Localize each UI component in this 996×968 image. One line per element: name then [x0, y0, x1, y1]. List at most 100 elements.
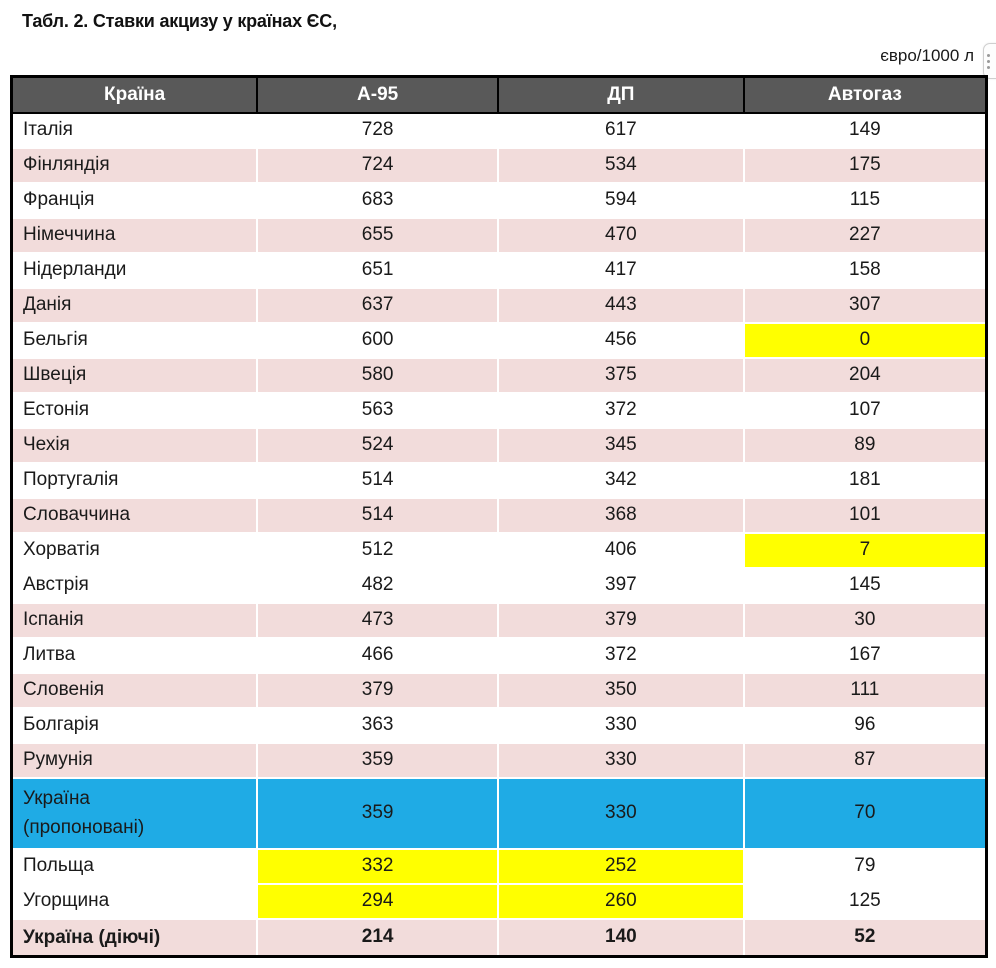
a95-value-cell: 563: [257, 391, 499, 428]
a95-value-cell: 683: [257, 181, 499, 218]
table-row: Угорщина 294 260 125: [11, 882, 987, 919]
dp-value-cell: 345: [497, 426, 745, 463]
a95-value-cell: 359: [257, 776, 499, 849]
autogaz-value-cell: 158: [743, 251, 987, 288]
table-row: Іспанія 473 379 30: [11, 601, 987, 638]
autogaz-value-cell: 125: [743, 882, 987, 919]
country-cell: Іспанія: [11, 601, 259, 638]
a95-value-cell: 600: [257, 321, 499, 358]
dp-value-cell: 330: [497, 706, 745, 743]
country-cell: Франція: [11, 181, 259, 218]
country-cell: Хорватія: [11, 531, 259, 568]
a95-value-cell: 294: [257, 882, 499, 919]
autogaz-value-cell: 30: [743, 601, 987, 638]
autogaz-value-cell: 115: [743, 181, 987, 218]
autogaz-value-cell: 52: [743, 917, 987, 957]
unit-label: євро/1000 л: [880, 46, 974, 65]
dp-value-cell: 350: [497, 671, 745, 708]
country-cell: Італія: [11, 111, 259, 148]
country-cell: Польща: [11, 847, 259, 884]
country-cell: Австрія: [11, 566, 259, 603]
autogaz-value-cell: 149: [743, 111, 987, 148]
table-row: Естонія 563 372 107: [11, 391, 987, 428]
country-cell: Нідерланди: [11, 251, 259, 288]
a95-value-cell: 651: [257, 251, 499, 288]
country-cell: Фінляндія: [11, 146, 259, 183]
country-cell: Швеція: [11, 356, 259, 393]
table-header-row: Країна А-95 ДП Автогаз: [10, 75, 988, 114]
dp-value-cell: 252: [497, 847, 745, 884]
country-cell: Угорщина: [11, 882, 259, 919]
autogaz-value-cell: 87: [743, 741, 987, 778]
excise-table: Країна А-95 ДП Автогаз Італія 728 617 149 Фінля…: [10, 75, 988, 958]
dp-value-cell: 375: [497, 356, 745, 393]
table-row: Португалія 514 342 181: [11, 461, 987, 498]
table-body: Італія 728 617 149 Фінляндія 724 534 175 Франція…: [11, 111, 987, 957]
a95-value-cell: 359: [257, 741, 499, 778]
country-cell: Данія: [11, 286, 259, 323]
a95-value-cell: 482: [257, 566, 499, 603]
table-row: Швеція 580 375 204: [11, 356, 987, 393]
table-row: Франція 683 594 115: [11, 181, 987, 218]
dp-value-cell: 330: [497, 776, 745, 849]
country-cell: Німеччина: [11, 216, 259, 253]
country-cell: Болгарія: [11, 706, 259, 743]
dp-value-cell: 372: [497, 636, 745, 673]
table-row: Словенія 379 350 111: [11, 671, 987, 708]
table-row: Данія 637 443 307: [11, 286, 987, 323]
autogaz-value-cell: 145: [743, 566, 987, 603]
a95-value-cell: 728: [257, 111, 499, 148]
country-cell: Чехія: [11, 426, 259, 463]
table-row: Хорватія 512 406 7: [11, 531, 987, 568]
column-header-a95: А-95: [256, 75, 499, 114]
dp-value-cell: 140: [497, 917, 745, 957]
dp-value-cell: 456: [497, 321, 745, 358]
edge-more-button[interactable]: [983, 43, 996, 79]
more-dots-icon: [987, 53, 990, 69]
autogaz-value-cell: 204: [743, 356, 987, 393]
table-row: Чехія 524 345 89: [11, 426, 987, 463]
dp-value-cell: 368: [497, 496, 745, 533]
dp-value-cell: 443: [497, 286, 745, 323]
autogaz-value-cell: 96: [743, 706, 987, 743]
a95-value-cell: 637: [257, 286, 499, 323]
autogaz-value-cell: 0: [743, 321, 987, 358]
a95-value-cell: 514: [257, 461, 499, 498]
a95-value-cell: 512: [257, 531, 499, 568]
a95-value-cell: 580: [257, 356, 499, 393]
country-cell: Бельгія: [11, 321, 259, 358]
a95-value-cell: 379: [257, 671, 499, 708]
autogaz-value-cell: 79: [743, 847, 987, 884]
a95-value-cell: 655: [257, 216, 499, 253]
country-cell: Естонія: [11, 391, 259, 428]
a95-value-cell: 473: [257, 601, 499, 638]
dp-value-cell: 342: [497, 461, 745, 498]
table-row: Фінляндія 724 534 175: [11, 146, 987, 183]
autogaz-value-cell: 167: [743, 636, 987, 673]
autogaz-value-cell: 89: [743, 426, 987, 463]
autogaz-value-cell: 101: [743, 496, 987, 533]
dp-value-cell: 406: [497, 531, 745, 568]
dp-value-cell: 534: [497, 146, 745, 183]
country-cell: Португалія: [11, 461, 259, 498]
a95-value-cell: 214: [257, 917, 499, 957]
autogaz-value-cell: 111: [743, 671, 987, 708]
table-row: Болгарія 363 330 96: [11, 706, 987, 743]
table-row: Україна (діючі) 214 140 52: [11, 917, 987, 957]
a95-value-cell: 363: [257, 706, 499, 743]
autogaz-value-cell: 181: [743, 461, 987, 498]
a95-value-cell: 724: [257, 146, 499, 183]
table-row: Україна (пропоновані) 359 330 70: [11, 776, 987, 849]
autogaz-value-cell: 7: [743, 531, 987, 568]
country-cell: Литва: [11, 636, 259, 673]
table-row: Італія 728 617 149: [11, 111, 987, 148]
table-row: Нідерланди 651 417 158: [11, 251, 987, 288]
a95-value-cell: 466: [257, 636, 499, 673]
a95-value-cell: 332: [257, 847, 499, 884]
autogaz-value-cell: 175: [743, 146, 987, 183]
table-row: Румунія 359 330 87: [11, 741, 987, 778]
table-row: Австрія 482 397 145: [11, 566, 987, 603]
table-row: Литва 466 372 167: [11, 636, 987, 673]
page-title: Табл. 2. Ставки акцизу у країнах ЄС,: [22, 11, 337, 31]
